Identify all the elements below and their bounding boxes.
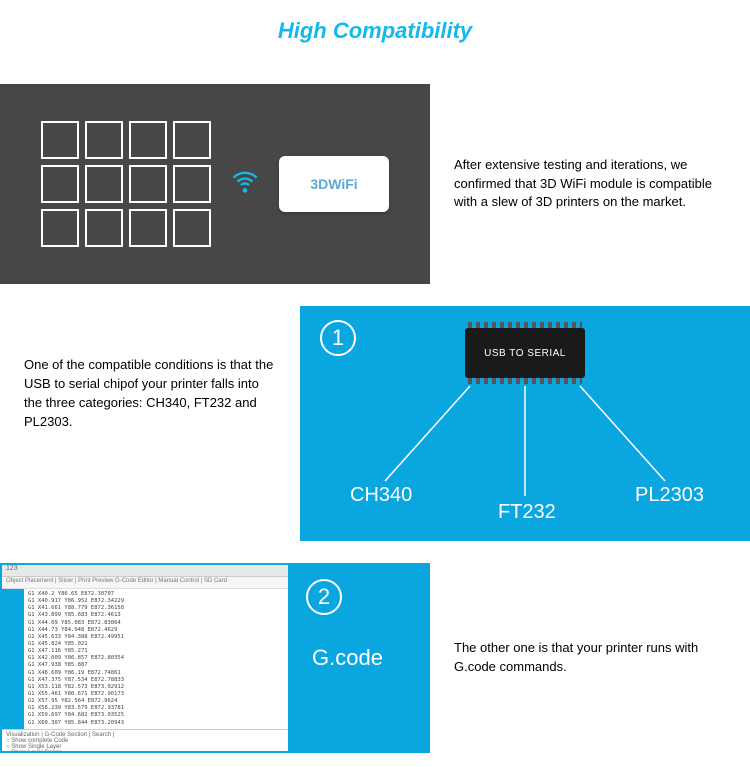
gcode-label: G.code bbox=[312, 645, 383, 671]
panel-3-illustration: 123 Object Placement | Slicer | Print Pr… bbox=[0, 563, 430, 753]
gcode-listing: G1 X40.2 Y86.65 E872.30707 G1 X40.917 Y8… bbox=[24, 589, 288, 729]
window-titlebar: 123 bbox=[2, 565, 288, 577]
chip-ch340: CH340 bbox=[350, 484, 412, 507]
editor-footer: Visualization | G-Code Section | Search … bbox=[2, 729, 288, 753]
panel-1-illustration: 3DWiFi bbox=[0, 84, 430, 284]
wifi-module-icon: 3DWiFi bbox=[279, 156, 389, 212]
step-number-2: 2 bbox=[306, 579, 342, 615]
panel-2-diagram: 1 USB TO SERIAL CH340 FT232 PL2303 bbox=[300, 306, 750, 541]
editor-tabs: Object Placement | Slicer | Print Previe… bbox=[2, 577, 288, 589]
page-title: High Compatibility bbox=[0, 0, 750, 84]
chip-ft232: FT232 bbox=[498, 501, 556, 524]
panel-2-text: One of the compatible conditions is that… bbox=[0, 306, 300, 541]
gcode-editor-screenshot: 123 Object Placement | Slicer | Print Pr… bbox=[0, 563, 290, 753]
printers-grid-icon bbox=[41, 121, 211, 247]
panel-3: 123 Object Placement | Slicer | Print Pr… bbox=[0, 563, 750, 753]
panel-1-text: After extensive testing and iterations, … bbox=[430, 84, 750, 284]
module-label: 3DWiFi bbox=[310, 176, 357, 192]
gcode-badge: 2 G.code bbox=[290, 563, 430, 753]
panel-1: 3DWiFi After extensive testing and itera… bbox=[0, 84, 750, 284]
panel-2: One of the compatible conditions is that… bbox=[0, 306, 750, 541]
chip-pl2303: PL2303 bbox=[635, 484, 704, 507]
line-gutter bbox=[2, 589, 24, 729]
panel-3-text: The other one is that your printer runs … bbox=[430, 563, 750, 753]
wifi-icon bbox=[231, 167, 259, 202]
